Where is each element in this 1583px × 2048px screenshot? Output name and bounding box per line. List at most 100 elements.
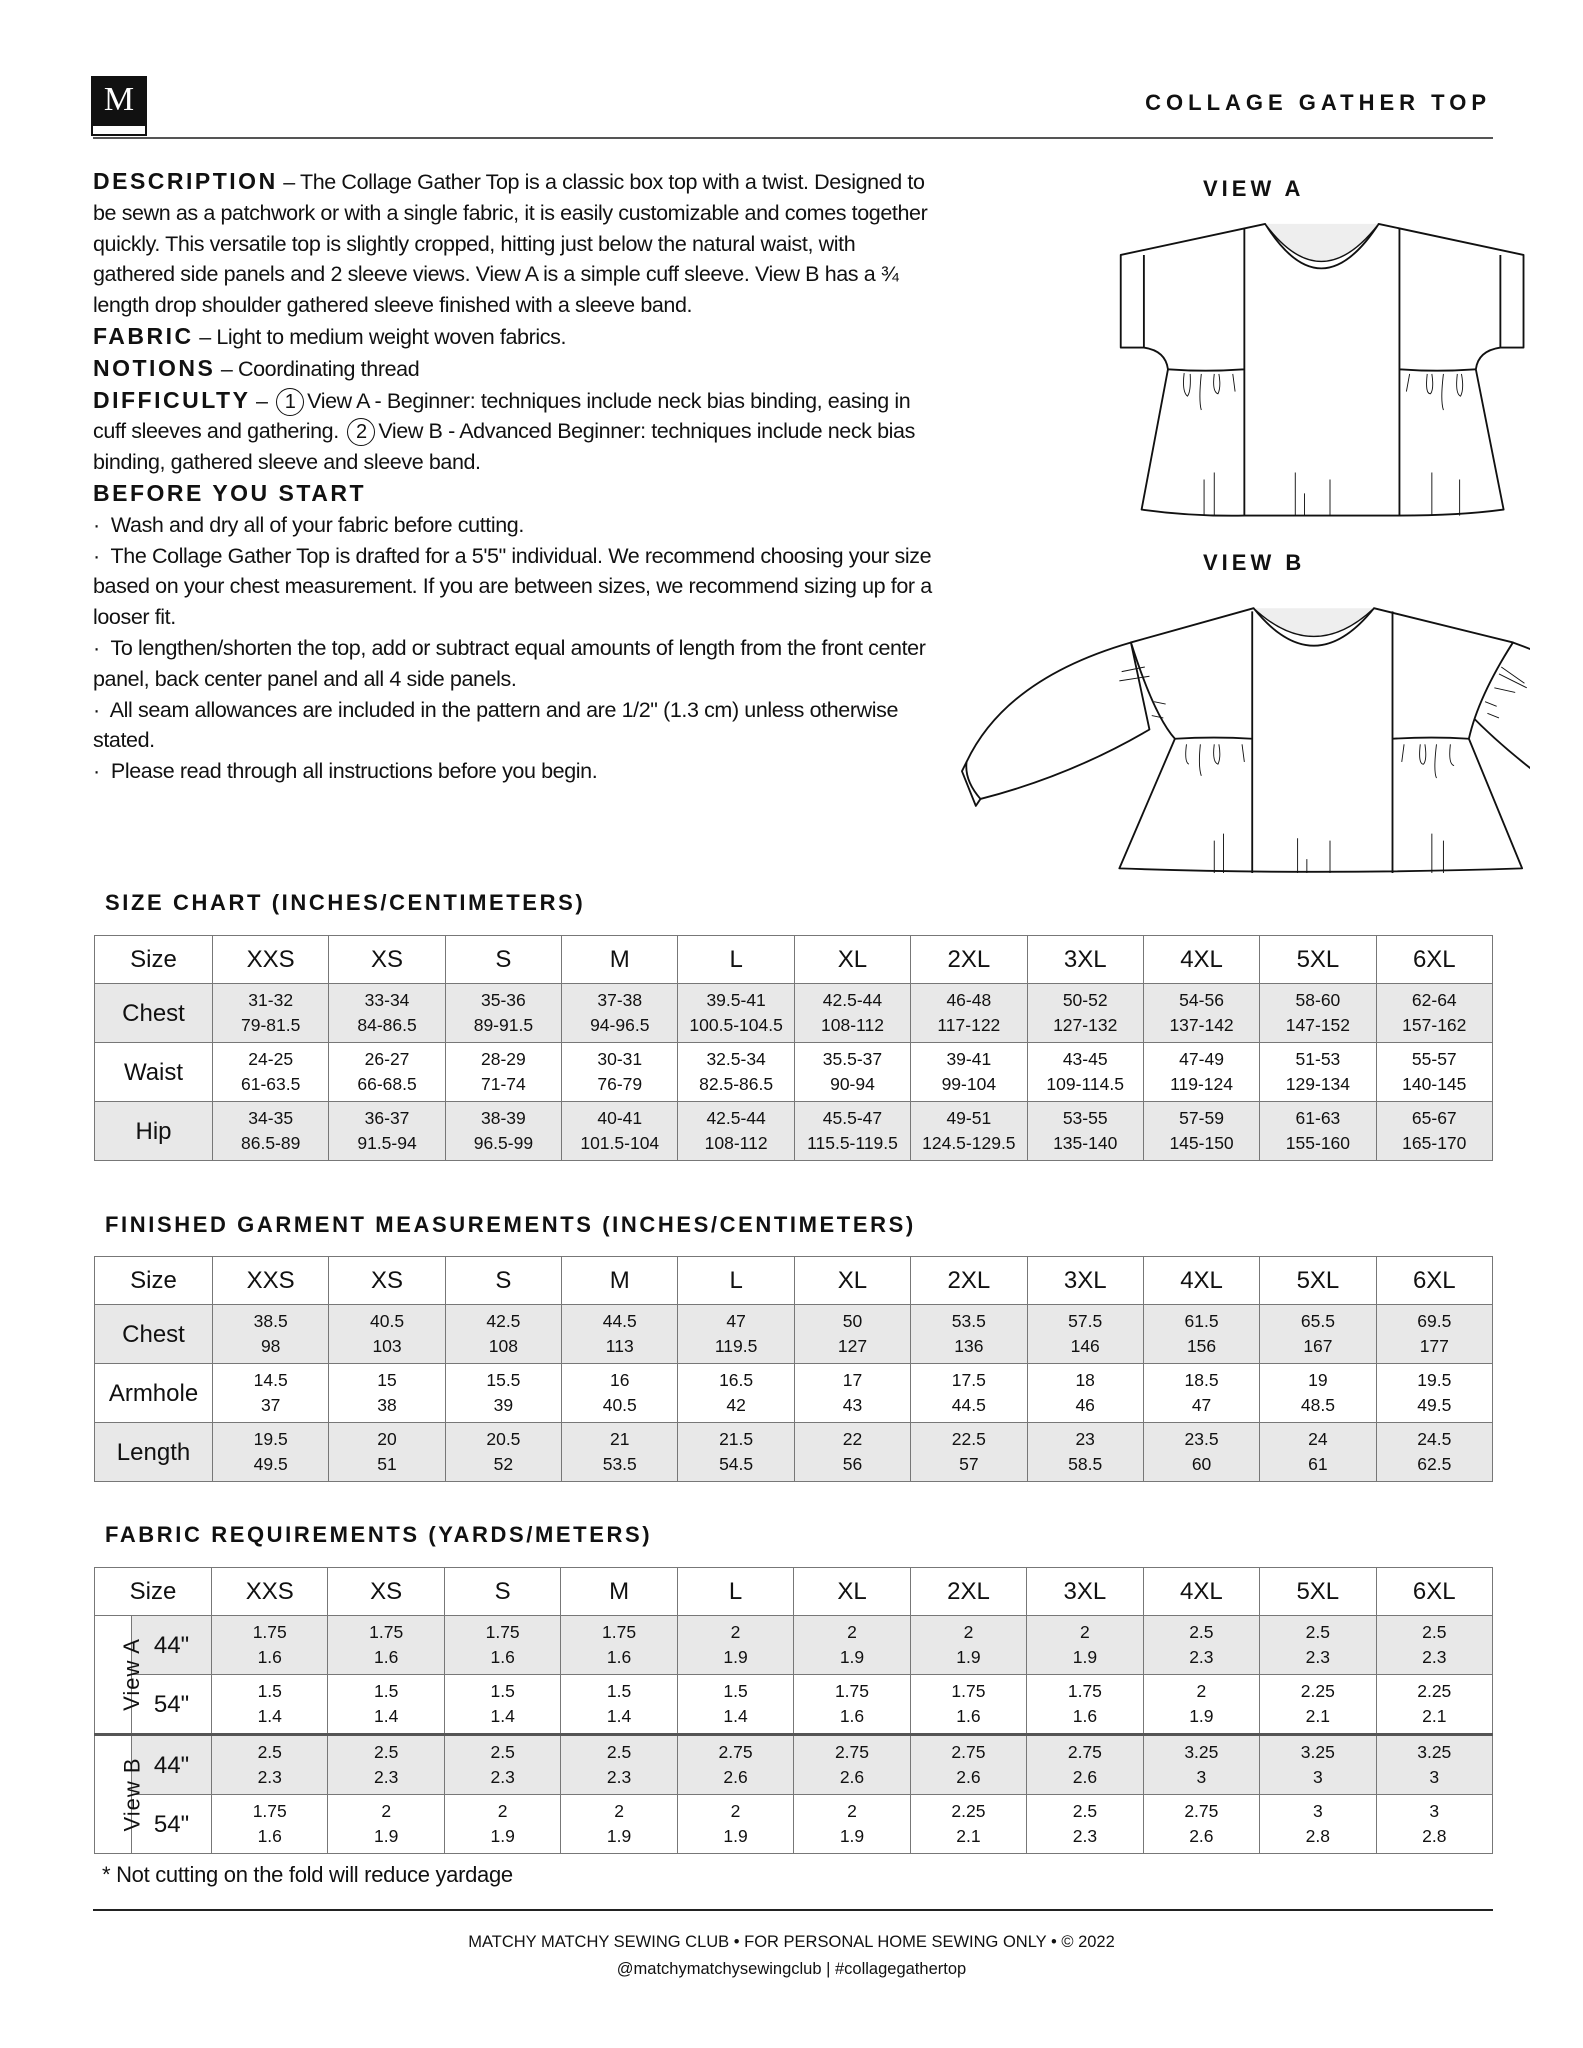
- footer-copyright: MATCHY MATCHY SEWING CLUB • FOR PERSONAL…: [468, 1933, 1115, 1951]
- value-inches: 17.5: [951, 1370, 986, 1390]
- table-cell: 20 51: [328, 1422, 446, 1482]
- size-header: Size: [94, 1256, 213, 1305]
- value-inches: 39.5-41: [706, 990, 766, 1010]
- row-label: Waist: [94, 1042, 213, 1102]
- table-cell: 2.75 2.6: [1026, 1733, 1144, 1795]
- value-inches: 65.5: [1300, 1311, 1335, 1331]
- value-centimeters: 39: [493, 1395, 514, 1415]
- fabric-requirements-table: Size XXS XS S M L XL 2XL 3XL 4XL 5XL 6XL View A 44" 1.…: [94, 1567, 1494, 1854]
- difficulty-label: DIFFICULTY: [93, 386, 251, 413]
- brand-logo: M: [93, 78, 145, 134]
- table-row: Chest 31-32 79-81.5 33-34 84-86.5 35-36 89-91.…: [94, 983, 1494, 1043]
- size-column-header: 2XL: [910, 935, 1028, 984]
- value-centimeters: 58.5: [1068, 1454, 1103, 1474]
- value-meters: 1.9: [956, 1647, 981, 1667]
- table-cell: 45.5-47 115.5-119.5: [793, 1101, 912, 1161]
- table-cell: 31-32 79-81.5: [211, 983, 330, 1043]
- value-inches: 38.5: [253, 1311, 288, 1331]
- footer-social: @matchymatchysewingclub | #collagegather…: [616, 1960, 967, 1978]
- value-yards: 2: [730, 1801, 741, 1821]
- table-cell: 2.75 2.6: [793, 1733, 911, 1795]
- value-centimeters: 108-112: [821, 1015, 884, 1035]
- value-meters: 2.3: [1189, 1647, 1214, 1667]
- size-column-header: 3XL: [1026, 1567, 1144, 1616]
- table-cell: 38.5 98: [211, 1304, 330, 1364]
- table-cell: 19.5 49.5: [211, 1422, 330, 1482]
- table-cell: 22 56: [793, 1422, 912, 1482]
- header-row: Size XXS XS S M L XL 2XL 3XL 4XL 5XL 6XL: [94, 1567, 1494, 1616]
- value-yards: 2.5: [606, 1742, 632, 1762]
- value-inches: 34-35: [248, 1108, 294, 1128]
- value-meters: 1.4: [723, 1706, 748, 1726]
- table-cell: 39-41 99-104: [910, 1042, 1028, 1102]
- value-inches: 24: [1308, 1429, 1328, 1449]
- value-inches: 14.5: [253, 1370, 288, 1390]
- table-cell: 3.25 3: [1142, 1733, 1261, 1795]
- value-inches: 61.5: [1184, 1311, 1219, 1331]
- value-inches: 58-60: [1295, 990, 1341, 1010]
- table-row: Chest 38.5 98 40.5 103 42.5 108 44.5 113 47 119.5 5…: [94, 1304, 1494, 1364]
- row-label: Armhole: [94, 1363, 213, 1423]
- value-inches: 19.5: [1417, 1370, 1452, 1390]
- table-cell: 47 119.5: [677, 1304, 795, 1364]
- value-inches: 18: [1075, 1370, 1095, 1390]
- value-centimeters: 46: [1075, 1395, 1095, 1415]
- value-inches: 21: [610, 1429, 630, 1449]
- table-row: Armhole 14.5 37 15 38 15.5 39 16 40.5 16.5 42 17 43 1…: [94, 1363, 1494, 1423]
- size-column-header: S: [443, 1567, 562, 1616]
- fabric-width-label: 54": [131, 1794, 212, 1854]
- table-cell: 53-55 135-140: [1026, 1101, 1144, 1161]
- value-meters: 2.6: [839, 1767, 865, 1787]
- value-inches: 30-31: [597, 1049, 643, 1069]
- value-inches: 16.5: [719, 1370, 754, 1390]
- size-column-header: M: [560, 1567, 678, 1616]
- row-label: Chest: [94, 1304, 213, 1364]
- value-inches: 15.5: [486, 1370, 521, 1390]
- value-centimeters: 103: [372, 1336, 402, 1356]
- value-centimeters: 42: [726, 1395, 746, 1415]
- value-inches: 28-29: [481, 1049, 526, 1069]
- table-cell: 1.75 1.6: [327, 1615, 445, 1675]
- value-yards: 1.75: [252, 1622, 287, 1642]
- table-cell: 2.25 2.1: [909, 1794, 1028, 1854]
- table-cell: 1.75 1.6: [210, 1794, 329, 1854]
- table-row: 54" 1.75 1.6 2 1.9 2 1.9 2 1.9 2 1.9 2 1.9 2.25 2.1 2.5…: [95, 1794, 1494, 1854]
- before-item-text: The Collage Gather Top is drafted for a …: [93, 543, 932, 630]
- table-cell: 2.25 2.1: [1375, 1674, 1494, 1735]
- table-cell: 1.75 1.6: [1026, 1674, 1144, 1735]
- value-centimeters: 47: [1191, 1395, 1212, 1415]
- before-you-start-label: BEFORE YOU START: [93, 479, 366, 506]
- table-cell: 37-38 94-96.5: [561, 983, 679, 1043]
- table-cell: 19 48.5: [1259, 1363, 1377, 1423]
- value-meters: 2.6: [723, 1767, 748, 1787]
- value-centimeters: 137-142: [1169, 1015, 1234, 1035]
- value-meters: 2.3: [374, 1767, 399, 1787]
- value-meters: 1.9: [374, 1826, 399, 1846]
- table-cell: 35-36 89-91.5: [444, 983, 563, 1043]
- size-column-header: 2XL: [909, 1567, 1028, 1616]
- footer-divider: [93, 1909, 1493, 1911]
- value-meters: 2.6: [956, 1767, 981, 1787]
- value-meters: 1.9: [839, 1826, 865, 1846]
- value-inches: 61-63: [1295, 1108, 1341, 1128]
- value-yards: 2.75: [1184, 1801, 1219, 1821]
- size-column-header: 4XL: [1142, 1567, 1261, 1616]
- table-cell: 2 1.9: [1026, 1615, 1144, 1675]
- table-cell: 30-31 76-79: [561, 1042, 679, 1102]
- value-inches: 57-59: [1179, 1108, 1224, 1128]
- table-cell: 1.75 1.6: [210, 1615, 329, 1675]
- value-yards: 2: [730, 1622, 741, 1642]
- value-inches: 24.5: [1417, 1429, 1452, 1449]
- value-inches: 50: [842, 1311, 863, 1331]
- table-cell: 1.5 1.4: [327, 1674, 445, 1735]
- size-column-header: S: [444, 1256, 563, 1305]
- value-centimeters: 108-112: [704, 1133, 768, 1153]
- size-column-header: 2XL: [910, 1256, 1028, 1305]
- table-cell: 58-60 147-152: [1259, 983, 1377, 1043]
- value-inches: 42.5: [486, 1311, 521, 1331]
- value-yards: 2: [847, 1622, 857, 1642]
- value-yards: 1.5: [723, 1681, 748, 1701]
- value-inches: 33-34: [364, 990, 410, 1010]
- before-item: · The Collage Gather Top is drafted for …: [93, 543, 932, 630]
- table-cell: 47-49 119-124: [1142, 1042, 1261, 1102]
